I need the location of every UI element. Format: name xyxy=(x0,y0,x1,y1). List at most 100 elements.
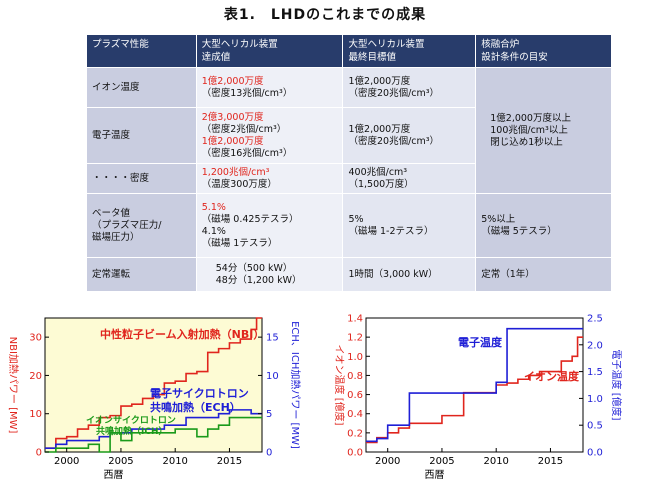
y-right-tick-label: 2.0 xyxy=(587,340,603,351)
row-density: ・・・・密度 1,200兆個/cm³ （温度300万度） 400兆個/cm³ （1,50… xyxy=(86,163,612,194)
y-right-tick-label: 5 xyxy=(266,409,272,420)
target-cell: 5% （磁場 1-2テスラ） xyxy=(342,193,477,258)
achieved-cell: 5.1% （磁場 0.425テスラ） 4.1% （磁場 1テスラ） xyxy=(195,193,344,258)
y-tick-label: 10 xyxy=(29,409,42,420)
header-reactor: 核融合炉 設計条件の目安 xyxy=(475,34,612,68)
achieved-value: （密度13兆個/cm³） xyxy=(201,87,293,99)
achieved-cell: 1,200兆個/cm³ （温度300万度） xyxy=(195,163,344,194)
target-value: 1億2,000万度 xyxy=(348,75,411,87)
x-tick-label: 2010 xyxy=(483,456,508,467)
row-ion-temp: イオン温度 1億2,000万度 （密度13兆個/cm³） 1億2,000万度 （密度20… xyxy=(86,67,612,194)
y-tick-label: 0.0 xyxy=(347,448,363,459)
header-achieved: 大型ヘリカル装置 達成値 xyxy=(195,34,344,68)
row-label-line: 磁場圧力） xyxy=(92,231,140,243)
chart-annotation: 共鳴加熱（ICH） xyxy=(96,425,168,437)
row-label-line: ベータ値 xyxy=(92,207,131,219)
achieved-value: 2億3,000万度 xyxy=(201,111,264,123)
series-line-blue xyxy=(366,327,583,443)
chart-annotation: 中性粒子ビーム入射加熱（NBI） xyxy=(100,327,264,341)
y-tick-label: 1.4 xyxy=(347,314,363,325)
x-tick-label: 2005 xyxy=(108,456,133,467)
reactor-cell: 1億2,000万度以上 100兆個/cm³以上 閉じ込め1秒以上 xyxy=(475,67,612,194)
achieved-value: 1億2,000万度 xyxy=(201,135,264,147)
x-axis-label: 西暦 xyxy=(104,469,124,481)
y-right-tick-label: 2.5 xyxy=(587,314,603,325)
target-value: 400兆個/cm³ xyxy=(348,166,408,178)
series-line-blue xyxy=(45,409,262,449)
x-tick-label: 2015 xyxy=(538,456,563,467)
row-beta: ベータ値 （プラズマ圧力/磁場圧力） 5.1% （磁場 0.425テスラ） 4.1% （磁… xyxy=(86,193,612,258)
y-right-axis-label: 電子温度 [億度] xyxy=(610,350,623,421)
achieved-value: 48分（1,200 kW） xyxy=(215,274,302,286)
y-tick-label: 20 xyxy=(29,371,42,382)
header-target: 大型ヘリカル装置 最終目標値 xyxy=(342,34,477,68)
achieved-value: 1億2,000万度 xyxy=(201,75,264,87)
achieved-cell: 2億3,000万度 （密度2兆個/cm³） 1億2,000万度 （密度16兆個/cm³… xyxy=(195,107,344,164)
achieved-value: 1,200兆個/cm³ xyxy=(201,166,270,178)
target-cell: 400兆個/cm³ （1,500万度） xyxy=(342,163,477,194)
reactor-value: （磁場 5テスラ） xyxy=(481,225,557,237)
target-value: 1時間（3,000 kW） xyxy=(348,268,438,280)
row-electron-temp: 電子温度 2億3,000万度 （密度2兆個/cm³） 1億2,000万度 （密度16兆個… xyxy=(86,107,612,164)
y-tick-label: 0.6 xyxy=(347,390,363,401)
row-label: 定常運転 xyxy=(86,257,197,292)
row-label-line: （プラズマ圧力/ xyxy=(92,219,162,231)
chart-annotation: イオンサイクロトロン xyxy=(86,415,176,426)
y-right-axis-label: ECH、ICH加熱パワー [MW] xyxy=(289,321,302,449)
row-label: 電子温度 xyxy=(86,107,197,164)
y-right-tick-label: 1.0 xyxy=(587,394,603,405)
y-tick-label: 30 xyxy=(29,333,42,344)
target-cell: 1億2,000万度 （密度20兆個/cm³） xyxy=(342,107,477,164)
target-value: （密度20兆個/cm³） xyxy=(348,87,440,99)
target-cell: 1時間（3,000 kW） xyxy=(342,257,477,292)
chart-annotation: イオン温度 xyxy=(524,369,580,383)
y-tick-label: 1.2 xyxy=(347,333,363,344)
achieved-value: 54分（500 kW） xyxy=(215,262,293,274)
row-label-line: イオン温度 xyxy=(92,81,140,93)
achieved-value: （密度2兆個/cm³） xyxy=(201,123,287,135)
x-tick-label: 2000 xyxy=(54,456,79,467)
reactor-cell: 5%以上 （磁場 5テスラ） xyxy=(475,193,612,258)
plot-area xyxy=(365,317,584,453)
x-tick-label: 2010 xyxy=(162,456,187,467)
y-right-tick-label: 10 xyxy=(266,371,279,382)
target-value: 1億2,000万度 xyxy=(348,123,411,135)
x-tick-label: 2015 xyxy=(217,456,242,467)
target-value: （1,500万度） xyxy=(348,178,414,190)
reactor-value: 閉じ込め1秒以上 xyxy=(490,136,563,148)
page-title: 表1. LHDのこれまでの成果 xyxy=(223,7,427,23)
row-label-line: ・・・・密度 xyxy=(92,172,150,184)
reactor-cell: 定常（1年） xyxy=(475,257,612,292)
row-label: イオン温度 xyxy=(86,67,197,108)
y-tick-label: 0.2 xyxy=(347,428,363,439)
series-line-green xyxy=(45,416,262,453)
y-right-tick-label: 0 xyxy=(266,448,272,459)
achieved-value: （温度300万度） xyxy=(201,178,277,190)
reactor-value: 5%以上 xyxy=(481,213,516,225)
x-axis-label: 西暦 xyxy=(425,469,445,481)
row-steady: 定常運転 54分（500 kW） 48分（1,200 kW） 1時間（3,000 kW… xyxy=(86,257,612,292)
reactor-value: 1億2,000万度以上 xyxy=(490,112,571,124)
y-tick-label: 0.8 xyxy=(347,371,363,382)
achieved-value: 4.1% xyxy=(201,225,226,237)
achieved-value: （磁場 1テスラ） xyxy=(201,237,278,249)
x-tick-label: 2000 xyxy=(375,456,400,467)
achieved-value: （密度16兆個/cm³） xyxy=(201,147,293,159)
y-right-tick-label: 0.0 xyxy=(587,448,603,459)
achieved-value: 5.1% xyxy=(201,201,226,213)
reactor-value: 100兆個/cm³以上 xyxy=(490,124,568,136)
series-line-red xyxy=(45,317,262,449)
row-label-line: 定常運転 xyxy=(92,268,131,280)
y-tick-label: 1.0 xyxy=(347,352,363,363)
x-tick-label: 2005 xyxy=(429,456,454,467)
row-label-line: 電子温度 xyxy=(92,129,131,141)
achieved-cell: 1億2,000万度 （密度13兆個/cm³） xyxy=(195,67,344,108)
achieved-value: （磁場 0.425テスラ） xyxy=(201,213,299,225)
y-right-tick-label: 15 xyxy=(266,333,279,344)
results-table: プラズマ性能 大型ヘリカル装置 達成値 大型ヘリカル装置 最終目標値 核融合炉 設計条… xyxy=(86,34,612,292)
reactor-value: 定常（1年） xyxy=(481,268,535,280)
chart-annotation: 電子温度 xyxy=(458,335,503,349)
y-right-tick-label: 1.5 xyxy=(587,367,603,378)
row-label: ・・・・密度 xyxy=(86,163,197,194)
y-tick-label: 0.4 xyxy=(347,409,363,420)
